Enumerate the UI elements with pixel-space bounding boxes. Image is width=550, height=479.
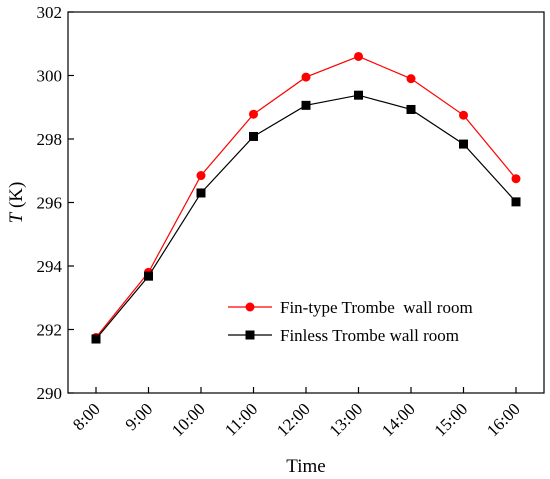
series-1 — [91, 90, 521, 344]
data-point-1-2 — [196, 188, 206, 198]
data-point-0-8 — [511, 174, 521, 184]
data-point-0-2 — [196, 171, 206, 181]
y-tick-label-298: 298 — [37, 130, 63, 149]
x-axis: 8:00 9:00 10:00 11:00 12:00 13:00 14:00 15:00 16… — [69, 387, 524, 440]
x-tick-label-1: 9:00 — [122, 399, 157, 434]
y-axis-title-unit: (K) — [6, 182, 27, 213]
x-tick-label-2: 10:00 — [168, 399, 209, 440]
data-point-1-4 — [301, 100, 311, 110]
x-tick-label-7: 15:00 — [431, 399, 472, 440]
y-tick-label-294: 294 — [37, 257, 63, 276]
series-layer — [91, 51, 521, 344]
series-line-0 — [95, 55, 517, 338]
x-tick-label-6: 14:00 — [378, 399, 419, 440]
legend-item-fin-type: Fin-type Trombe wall room — [228, 298, 473, 317]
x-tick-label-4: 12:00 — [273, 399, 314, 440]
data-point-1-5 — [354, 90, 363, 100]
x-axis-title: Time — [286, 456, 325, 477]
legend-label-finless: Finless Trombe wall room — [280, 326, 459, 345]
y-tick-label-296: 296 — [37, 194, 63, 213]
data-point-0-5 — [354, 51, 363, 61]
legend-label-fin-type: Fin-type Trombe wall room — [280, 298, 473, 317]
legend-item-finless: Finless Trombe wall room — [228, 326, 459, 345]
x-tick-label-0: 8:00 — [69, 399, 104, 434]
data-point-0-6 — [406, 74, 416, 84]
legend-marker-finless — [245, 330, 255, 340]
y-tick-label-292: 292 — [37, 321, 63, 340]
y-axis-title: T (K) — [6, 182, 27, 224]
x-tick-label-5: 13:00 — [326, 399, 367, 440]
data-point-0-3 — [249, 109, 258, 119]
data-point-1-3 — [249, 131, 258, 141]
y-tick-label-300: 300 — [37, 67, 63, 86]
data-point-0-7 — [459, 110, 468, 120]
y-tick-label-302: 302 — [37, 3, 63, 22]
data-point-0-4 — [301, 72, 311, 82]
y-tick-label-290: 290 — [37, 384, 63, 403]
data-point-1-1 — [144, 271, 153, 281]
y-axis-title-symbol: T — [6, 211, 27, 223]
legend-marker-fin-type — [245, 302, 255, 312]
x-tick-label-8: 16:00 — [483, 399, 524, 440]
legend: Fin-type Trombe wall room Finless Trombe… — [228, 298, 473, 345]
data-point-1-7 — [459, 139, 468, 149]
y-axis: 290 292 294 296 298 300 302 — [37, 3, 74, 403]
data-point-1-6 — [406, 104, 416, 114]
x-tick-label-3: 11:00 — [221, 399, 261, 439]
data-point-1-0 — [91, 334, 101, 344]
data-point-1-8 — [511, 197, 521, 207]
